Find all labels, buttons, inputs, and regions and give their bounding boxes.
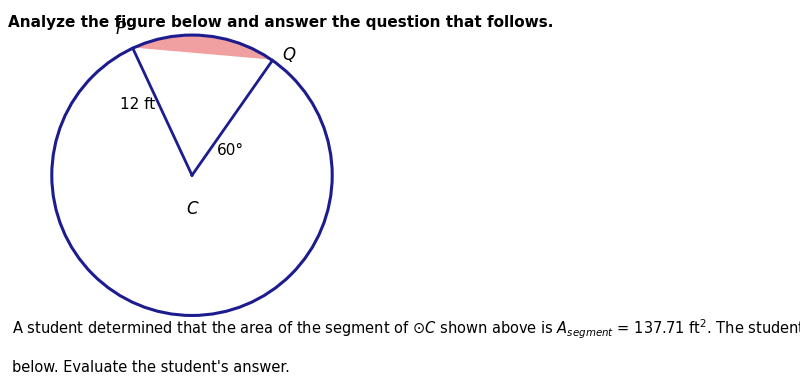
- Text: Q: Q: [282, 46, 295, 64]
- Text: A student determined that the area of the segment of $\odot$$C$ shown above is $: A student determined that the area of th…: [12, 318, 800, 341]
- Wedge shape: [133, 35, 273, 175]
- Text: 60°: 60°: [218, 143, 244, 158]
- Polygon shape: [133, 48, 273, 175]
- Text: 12 ft: 12 ft: [119, 97, 154, 112]
- Text: Analyze the figure below and answer the question that follows.: Analyze the figure below and answer the …: [8, 15, 554, 30]
- Text: below. Evaluate the student's answer.: below. Evaluate the student's answer.: [12, 360, 290, 375]
- Text: C: C: [186, 200, 198, 218]
- Text: P: P: [116, 20, 126, 38]
